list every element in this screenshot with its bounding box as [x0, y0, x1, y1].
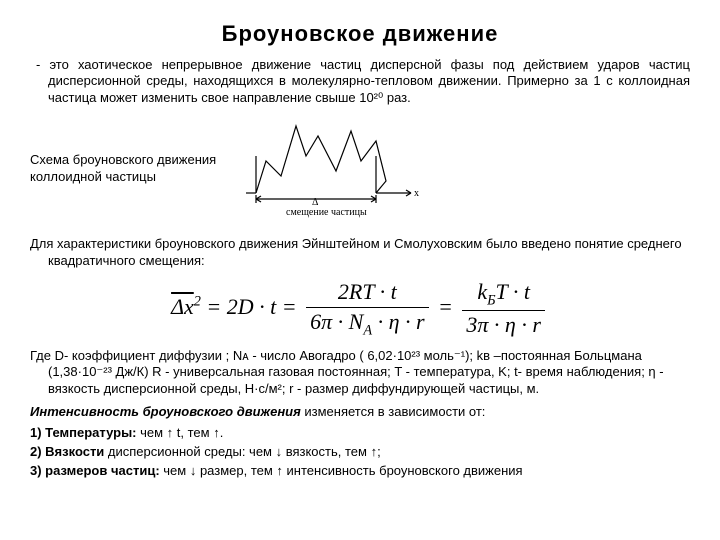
axis-x-label: x — [414, 188, 419, 199]
item3-bold: 3) размеров частиц: — [30, 463, 160, 478]
scheme-label-2: коллоидной частицы — [30, 169, 216, 186]
item3-rest: чем ↓ размер, тем ↑ интенсивность броуно… — [160, 463, 523, 478]
item2-rest: дисперсионной среды: чем ↓ вязкость, тем… — [104, 444, 380, 459]
intro-text: Для характеристики броуновского движения… — [30, 236, 690, 270]
list-item-2: 2) Вязкости дисперсионной среды: чем ↓ в… — [30, 444, 690, 461]
brownian-diagram: x Δ смещение частицы — [226, 111, 426, 226]
axis-caption: смещение частицы — [286, 207, 367, 218]
item1-bold: 1) Температуры: — [30, 425, 137, 440]
brownian-svg: x Δ смещение частицы — [226, 111, 426, 221]
scheme-label-1: Схема броуновского движения — [30, 152, 216, 169]
page-title: Броуновское движение — [30, 20, 690, 49]
definition-text: - это хаотическое непрерывное движение ч… — [30, 57, 690, 108]
list-item-1: 1) Температуры: чем ↑ t, тем ↑. — [30, 425, 690, 442]
einstein-formula: Δx2 = 2D · t = 2RT · t 6π · NA · η · r =… — [30, 278, 690, 340]
item2-bold: 2) Вязкости — [30, 444, 104, 459]
intensity-line: Интенсивность броуновского движения изме… — [30, 404, 690, 421]
intensity-rest: изменяется в зависимости от: — [301, 404, 486, 419]
intensity-title: Интенсивность броуновского движения — [30, 404, 301, 419]
item1-rest: чем ↑ t, тем ↑. — [137, 425, 224, 440]
diagram-row: Схема броуновского движения коллоидной ч… — [30, 111, 690, 226]
where-text: Где D- коэффициент диффузии ; Nᴀ - число… — [30, 348, 690, 399]
list-item-3: 3) размеров частиц: чем ↓ размер, тем ↑ … — [30, 463, 690, 480]
